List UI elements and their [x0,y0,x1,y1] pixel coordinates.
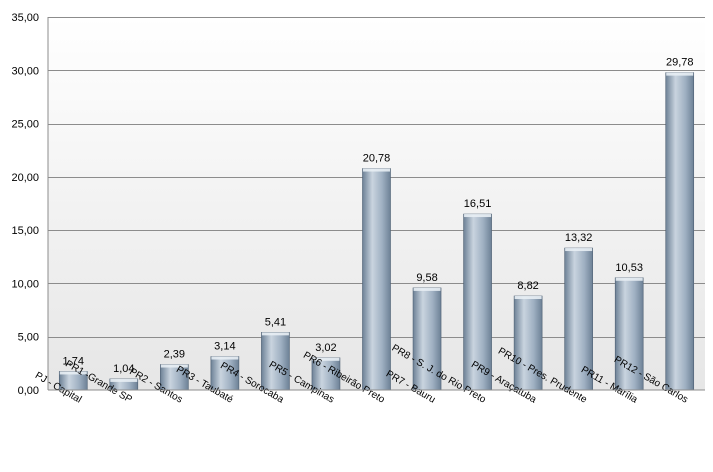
bar-top-highlight [211,356,239,360]
y-tick-label: 0,00 [18,385,39,397]
data-labels: 1,74 1,04 2,39 3,14 5,41 3,02 20,78 9,58 16,51 8,… [63,57,694,375]
data-label: 20,78 [363,153,391,165]
data-label: 13,32 [565,232,593,244]
bar-top-highlight [413,287,441,291]
bar-top-highlight [312,357,340,361]
bar [665,72,695,391]
bar-top-highlight [363,168,390,172]
y-tick-label: 30,00 [11,65,39,77]
bar-top-highlight [666,72,694,76]
data-label: 5,41 [265,316,286,328]
bars [58,72,695,391]
y-tick-label: 35,00 [11,12,39,24]
bar-top-highlight [59,371,87,375]
bar-top-highlight [615,277,643,281]
data-label: 3,14 [214,341,235,353]
bar-top-highlight [464,214,492,218]
bar [614,277,644,391]
bar [210,356,240,391]
bar-top-highlight [565,248,593,252]
y-tick-label: 25,00 [11,119,39,131]
bar [160,364,189,391]
data-label: 1,04 [113,363,134,375]
data-label: 1,74 [63,355,84,367]
bar [564,247,593,391]
data-label: 3,02 [315,342,336,354]
data-label: 9,58 [416,272,437,284]
y-tick-label: 10,00 [11,278,39,290]
y-tick-label: 20,00 [11,172,39,184]
bar [362,168,391,391]
data-label: 2,39 [164,349,185,361]
bar-top-highlight [261,332,289,336]
y-axis-tick-labels: 0,00 5,00 10,00 15,00 20,00 25,00 30,00 35,00 [11,12,39,397]
data-label: 8,82 [517,280,538,292]
bar-top-highlight [160,364,188,368]
data-label: 29,78 [666,57,694,69]
data-label: 10,53 [615,262,643,274]
y-tick-label: 15,00 [11,225,39,237]
bar-top-highlight [514,296,542,300]
y-tick-label: 5,00 [18,332,39,344]
bar [463,213,492,391]
bar [513,295,543,391]
data-label: 16,51 [464,198,492,210]
bar-top-highlight [110,378,138,382]
bar [412,287,442,391]
